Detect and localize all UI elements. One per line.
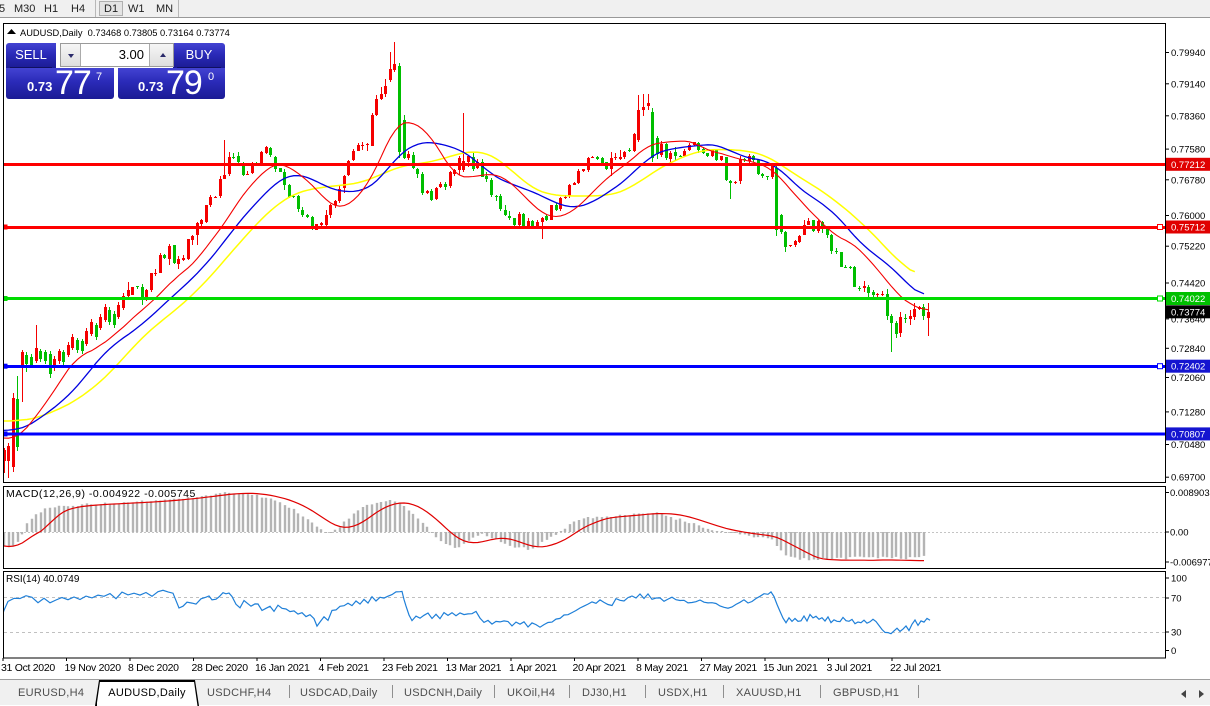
svg-text:8 May 2021: 8 May 2021 (636, 662, 688, 674)
svg-text:15 Jun 2021: 15 Jun 2021 (763, 662, 818, 674)
svg-text:0.69700: 0.69700 (1171, 473, 1205, 484)
svg-text:0.72840: 0.72840 (1171, 344, 1205, 355)
svg-text:0.77212: 0.77212 (1171, 160, 1205, 171)
svg-text:4 Feb 2021: 4 Feb 2021 (319, 662, 370, 674)
svg-text:0.77580: 0.77580 (1171, 145, 1205, 156)
svg-text:23 Feb 2021: 23 Feb 2021 (382, 662, 438, 674)
svg-text:0.74420: 0.74420 (1171, 279, 1205, 290)
svg-text:13 Mar 2021: 13 Mar 2021 (446, 662, 502, 674)
svg-text:27 May 2021: 27 May 2021 (700, 662, 758, 674)
svg-text:8 Dec 2020: 8 Dec 2020 (128, 662, 179, 674)
svg-text:0.72060: 0.72060 (1171, 373, 1205, 384)
svg-text:0.71280: 0.71280 (1171, 407, 1205, 418)
svg-text:0.79940: 0.79940 (1171, 48, 1205, 59)
svg-text:0.76000: 0.76000 (1171, 211, 1205, 222)
svg-text:19 Nov 2020: 19 Nov 2020 (65, 662, 122, 674)
svg-text:20 Apr 2021: 20 Apr 2021 (573, 662, 627, 674)
svg-text:0.76780: 0.76780 (1171, 175, 1205, 186)
svg-text:0.74022: 0.74022 (1171, 294, 1205, 305)
svg-text:31 Oct 2020: 31 Oct 2020 (1, 662, 55, 674)
svg-text:0.78360: 0.78360 (1171, 111, 1205, 122)
svg-text:0.70480: 0.70480 (1171, 440, 1205, 451)
svg-text:1 Apr 2021: 1 Apr 2021 (509, 662, 557, 674)
svg-text:0.008903: 0.008903 (1170, 488, 1210, 499)
svg-text:0.75220: 0.75220 (1171, 242, 1205, 253)
svg-text:-0.006977: -0.006977 (1170, 558, 1210, 569)
svg-text:RSI(14) 40.0749: RSI(14) 40.0749 (6, 574, 80, 585)
svg-text:3 Jul 2021: 3 Jul 2021 (827, 662, 873, 674)
svg-text:0.75712: 0.75712 (1171, 223, 1205, 234)
svg-text:AUDUSD,Daily 0.73468 0.73805: AUDUSD,Daily 0.73468 0.73805 0.73164 0.7… (20, 28, 230, 38)
svg-text:100: 100 (1171, 574, 1187, 585)
svg-text:0.72402: 0.72402 (1171, 362, 1205, 373)
svg-text:0.00: 0.00 (1170, 528, 1189, 539)
svg-text:MACD(12,26,9) -0.004922 -0.005: MACD(12,26,9) -0.004922 -0.005745 (6, 488, 196, 500)
svg-text:22 Jul 2021: 22 Jul 2021 (890, 662, 941, 674)
svg-text:0.73640: 0.73640 (1171, 314, 1205, 325)
svg-text:30: 30 (1171, 628, 1182, 639)
svg-text:0.70807: 0.70807 (1171, 429, 1205, 440)
svg-text:70: 70 (1171, 594, 1182, 605)
svg-text:0: 0 (1171, 646, 1176, 657)
svg-text:16 Jan 2021: 16 Jan 2021 (255, 662, 310, 674)
svg-text:0.73774: 0.73774 (1171, 307, 1205, 318)
svg-text:0.79140: 0.79140 (1171, 79, 1205, 90)
svg-text:28 Dec 2020: 28 Dec 2020 (192, 662, 249, 674)
